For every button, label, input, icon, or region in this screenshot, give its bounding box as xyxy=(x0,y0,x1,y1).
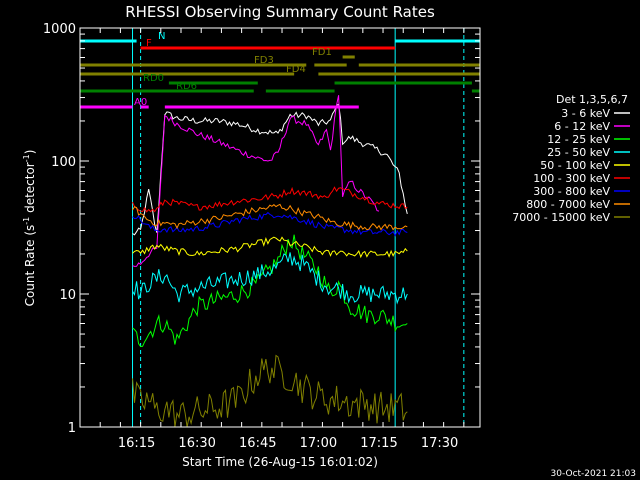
chart-title: RHESSI Observing Summary Count Rates xyxy=(125,3,435,21)
plot-frame xyxy=(79,27,481,428)
series-line-3 xyxy=(132,252,408,305)
legend-label-6: 300 - 800 keV xyxy=(533,185,610,198)
y-tick-label: 1 xyxy=(68,421,76,436)
legend-label-7: 800 - 7000 keV xyxy=(526,198,610,211)
flag-label-a0: A0 xyxy=(134,97,147,108)
vertical-markers xyxy=(79,28,465,427)
series-line-2 xyxy=(132,234,408,348)
x-tick-label: 17:30 xyxy=(421,436,458,451)
flag-label-f: F xyxy=(146,38,152,49)
legend-label-5: 100 - 300 keV xyxy=(533,172,610,185)
legend-label-4: 50 - 100 keV xyxy=(540,159,610,172)
legend-label-3: 25 - 50 keV xyxy=(547,146,610,159)
series-line-4 xyxy=(132,236,408,259)
flag-label-fd3: FD3 xyxy=(254,55,274,66)
y-axis-label: Count Rate (s-1 detector-1) xyxy=(22,150,37,307)
legend-label-0: 3 - 6 keV xyxy=(561,107,610,120)
x-tick-label: 16:15 xyxy=(118,436,155,451)
flag-label-rd6: RD6 xyxy=(176,81,197,92)
legend-title: Det 1,3,5,6,7 xyxy=(556,93,628,106)
series-line-7 xyxy=(132,203,408,231)
series-line-5 xyxy=(132,186,408,213)
flags-layer: NF FD1 FD3 FD4 RD0 RD6 A0 xyxy=(80,31,480,109)
x-axis-label: Start Time (26-Aug-15 16:01:02) xyxy=(182,455,378,469)
x-tick-label: 17:00 xyxy=(300,436,337,451)
legend-label-8: 7000 - 15000 keV xyxy=(512,211,610,224)
x-tick-label: 16:45 xyxy=(239,436,276,451)
y-tick-label: 100 xyxy=(51,155,76,170)
legend-label-2: 12 - 25 keV xyxy=(547,133,610,146)
flag-label-fd4: FD4 xyxy=(286,64,306,75)
series-line-8 xyxy=(132,354,408,428)
timestamp: 30-Oct-2021 21:03 xyxy=(551,469,636,479)
x-tick-label: 16:30 xyxy=(178,436,215,451)
series-line-6 xyxy=(132,211,408,237)
series-layer xyxy=(132,95,408,428)
flag-label-rd0: RD0 xyxy=(143,73,164,84)
flag-label-n: N xyxy=(158,31,165,42)
series-line-0 xyxy=(132,103,408,236)
y-tick-label: 1000 xyxy=(43,22,76,37)
legend-label-1: 6 - 12 keV xyxy=(554,120,610,133)
x-tick-label: 17:15 xyxy=(360,436,397,451)
y-tick-label: 10 xyxy=(59,288,76,303)
x-axis: 16:15 16:30 16:45 17:00 17:15 17:30 xyxy=(79,28,465,451)
flag-label-fd1: FD1 xyxy=(312,47,332,58)
series-line-1 xyxy=(132,95,380,267)
y-axis: 1 10 100 1000 xyxy=(43,22,480,436)
